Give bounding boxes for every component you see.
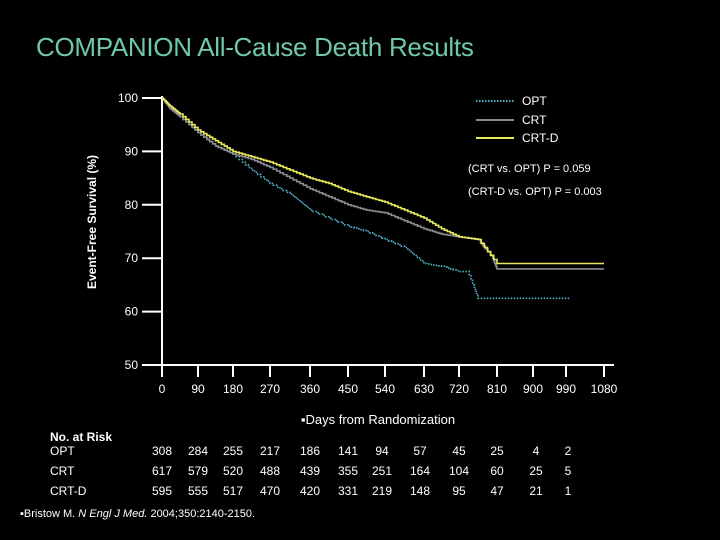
x-tick-label: 90 (191, 382, 205, 396)
series-line-crt-d (162, 97, 604, 265)
risk-cell: 164 (409, 464, 431, 478)
risk-table-header: No. at Risk (50, 430, 113, 444)
x-tick-label: 180 (223, 382, 243, 396)
x-tick-label: 990 (556, 382, 576, 396)
y-tick-label: 80 (125, 198, 139, 212)
legend-label-crt: CRT (522, 113, 547, 127)
risk-cell: 21 (529, 484, 543, 498)
citation-prefix: ▪Bristow M. (20, 508, 79, 520)
risk-row-label: CRT (50, 464, 75, 478)
y-tick-label: 100 (118, 91, 138, 105)
risk-row-label: CRT-D (50, 484, 87, 498)
annotation-crtd-vs-opt: (CRT-D vs. OPT) P = 0.003 (468, 186, 602, 198)
risk-cell: 308 (151, 444, 173, 458)
risk-cell: 517 (222, 484, 244, 498)
risk-cell: 555 (187, 484, 209, 498)
risk-cell: 4 (532, 444, 540, 458)
x-tick-label: 450 (338, 382, 358, 396)
risk-cell: 94 (375, 444, 389, 458)
x-tick-label: 720 (449, 382, 469, 396)
page-title: COMPANION All-Cause Death Results (36, 32, 474, 62)
risk-cell: 95 (452, 484, 466, 498)
axes: 50 60 70 80 90 100 0 90 180 270 360 450 540 630 720 810… (118, 91, 618, 396)
risk-cell: 470 (259, 484, 281, 498)
risk-cell: 57 (413, 444, 427, 458)
risk-cell: 47 (490, 484, 504, 498)
risk-cell: 251 (371, 464, 393, 478)
x-tick-label: 540 (375, 382, 395, 396)
series-lines (162, 97, 604, 300)
risk-cell: 217 (259, 444, 281, 458)
citation-suffix: 2004;350:2140-2150. (147, 508, 256, 520)
x-tick-label: 360 (300, 382, 320, 396)
risk-cell: 219 (371, 484, 393, 498)
risk-cell: 439 (299, 464, 321, 478)
risk-cell: 141 (337, 444, 359, 458)
risk-cell: 25 (529, 464, 543, 478)
risk-cell: 488 (259, 464, 281, 478)
risk-cell: 520 (222, 464, 244, 478)
y-tick-label: 60 (125, 305, 139, 319)
annotation-crt-vs-opt: (CRT vs. OPT) P = 0.059 (468, 163, 591, 175)
x-axis-label: ▪Days from Randomization (301, 412, 455, 427)
risk-cell: 1 (564, 484, 572, 498)
risk-cell: 595 (151, 484, 173, 498)
risk-cell: 186 (299, 444, 321, 458)
risk-cell: 148 (409, 484, 431, 498)
x-tick-label: 0 (159, 382, 166, 396)
risk-cell: 45 (452, 444, 466, 458)
risk-cell: 5 (564, 464, 572, 478)
legend: OPT CRT CRT-D (476, 94, 559, 145)
risk-cell: 2 (564, 444, 572, 458)
x-tick-label: 270 (260, 382, 280, 396)
x-tick-label: 1080 (591, 382, 618, 396)
citation: ▪Bristow M. N Engl J Med. 2004;350:2140-… (20, 508, 255, 520)
risk-cell: 104 (448, 464, 470, 478)
x-tick-label: 810 (487, 382, 507, 396)
risk-cell: 355 (337, 464, 359, 478)
citation-journal: N Engl J Med. (78, 508, 148, 520)
risk-cell: 617 (151, 464, 173, 478)
legend-label-crt-d: CRT-D (522, 131, 559, 145)
risk-cell: 579 (187, 464, 209, 478)
risk-cell: 255 (222, 444, 244, 458)
risk-cell: 331 (337, 484, 359, 498)
legend-label-opt: OPT (522, 94, 547, 108)
y-axis-label: Event-Free Survival (%) (85, 155, 99, 289)
y-tick-label: 50 (125, 358, 139, 372)
x-tick-label: 900 (523, 382, 543, 396)
risk-cell: 60 (490, 464, 504, 478)
y-tick-label: 90 (125, 144, 139, 158)
risk-row-label: OPT (50, 444, 75, 458)
y-tick-label: 70 (125, 251, 139, 265)
x-tick-label: 630 (414, 382, 434, 396)
risk-cell: 25 (490, 444, 504, 458)
risk-cell: 284 (187, 444, 209, 458)
risk-cell: 420 (299, 484, 321, 498)
